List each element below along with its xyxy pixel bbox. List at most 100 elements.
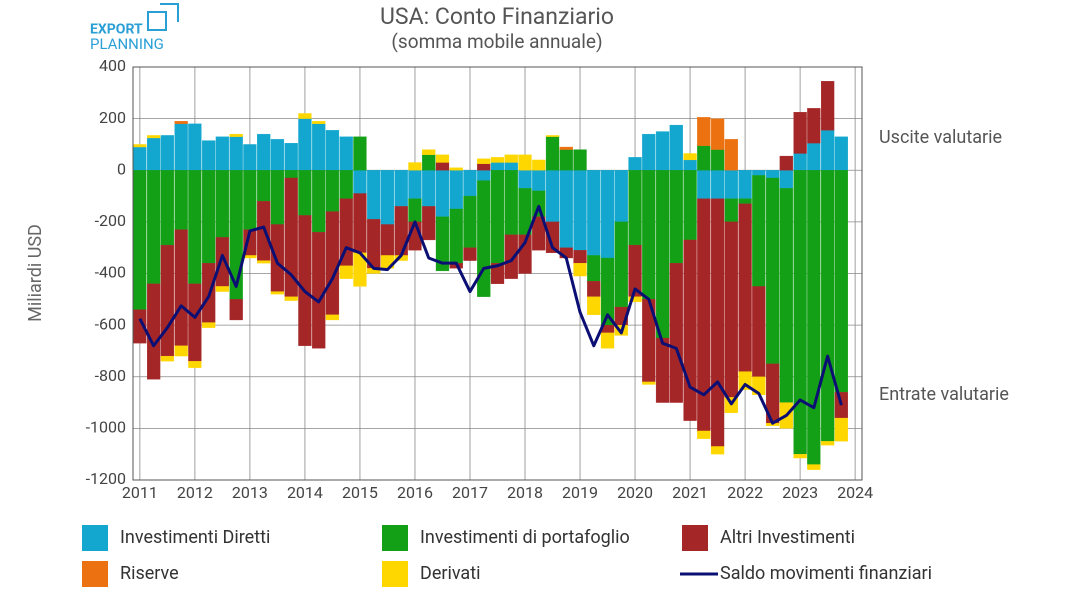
legend-label: Saldo movimenti finanziari [720, 563, 932, 584]
logo-text: PLANNING [90, 35, 164, 53]
bar [133, 170, 147, 310]
x-tick-label: 2012 [177, 483, 213, 502]
bar [188, 170, 202, 284]
bar [738, 170, 752, 199]
bar [697, 170, 711, 199]
x-tick-label: 2011 [122, 483, 158, 502]
bar [504, 162, 518, 171]
bar [284, 142, 298, 171]
bar [573, 170, 587, 251]
bar [312, 121, 326, 124]
bar [243, 144, 257, 171]
bar [435, 170, 450, 217]
bar [834, 136, 848, 171]
bar [683, 159, 697, 171]
bar [504, 234, 518, 279]
bar [477, 180, 491, 297]
bar [202, 322, 216, 328]
bar [573, 149, 587, 171]
bar [490, 263, 505, 284]
bar [339, 136, 353, 171]
bar [449, 167, 463, 171]
bar [229, 136, 243, 171]
bar [408, 162, 422, 171]
bar [793, 454, 807, 459]
bars [133, 81, 848, 470]
bar [710, 446, 725, 455]
legend-swatch [382, 561, 408, 587]
bar [312, 232, 326, 349]
bar [642, 133, 656, 171]
bar [147, 283, 161, 380]
bar [628, 157, 642, 171]
legend-label: Investimenti Diretti [120, 527, 270, 548]
bar [298, 113, 312, 119]
bar [174, 121, 188, 124]
bar [532, 159, 546, 171]
legend-label: Investimenti di portafoglio [420, 527, 630, 548]
bar [724, 198, 738, 223]
bar [793, 153, 807, 171]
bar [724, 139, 738, 171]
bar [298, 118, 312, 171]
bar [174, 170, 188, 230]
bar [559, 170, 573, 248]
x-tick-label: 2019 [562, 483, 598, 502]
bar [298, 215, 312, 346]
bar [669, 170, 683, 264]
legend-swatch [82, 561, 108, 587]
bar [229, 133, 243, 137]
bar [669, 124, 683, 171]
bar [710, 118, 725, 150]
plot-area: -1200 -1000 -800 -600 -400 -200 0 200 400 2011 201… [86, 56, 874, 502]
bar [174, 345, 188, 357]
bar [655, 337, 670, 403]
x-tick-label: 2013 [232, 483, 268, 502]
bar [697, 117, 711, 146]
bar [532, 190, 546, 217]
legend-label: Derivati [420, 563, 480, 584]
y-tick-label: -1000 [86, 418, 126, 437]
legend-swatch [382, 525, 408, 551]
bar [435, 154, 450, 163]
legend-label: Altri Investimenti [720, 527, 855, 548]
bar [642, 381, 656, 385]
bar [793, 170, 807, 455]
x-tick-label: 2021 [672, 483, 708, 502]
bar [614, 170, 628, 223]
bar [463, 247, 477, 261]
x-tick-label: 2018 [507, 483, 543, 502]
bar [243, 255, 257, 259]
bar [325, 170, 340, 212]
bar [353, 136, 367, 171]
bar [229, 299, 243, 321]
y-tick-label: 200 [99, 108, 126, 127]
bar [257, 170, 271, 202]
bar [408, 198, 422, 223]
bar [504, 154, 518, 163]
y-tick-label: 0 [117, 159, 126, 178]
y-tick-label: -400 [95, 263, 126, 282]
bar [587, 255, 601, 282]
bar [160, 135, 175, 171]
bar [325, 314, 340, 321]
x-tick-label: 2024 [837, 483, 873, 502]
bar [463, 170, 477, 197]
bar [518, 154, 532, 171]
bar [174, 123, 188, 171]
annotation: Entrate valutarie [879, 384, 1009, 405]
bar [697, 430, 711, 439]
bar [422, 154, 436, 171]
bar [339, 170, 353, 199]
bar [270, 291, 285, 295]
bar [215, 170, 230, 238]
bar [367, 170, 381, 220]
bar [752, 170, 766, 176]
bar [587, 281, 601, 297]
bar [257, 260, 271, 264]
bar [284, 296, 298, 301]
bar [820, 170, 835, 442]
chart-title: USA: Conto Finanziario [380, 3, 614, 30]
bar [600, 332, 615, 349]
bar [298, 170, 312, 216]
